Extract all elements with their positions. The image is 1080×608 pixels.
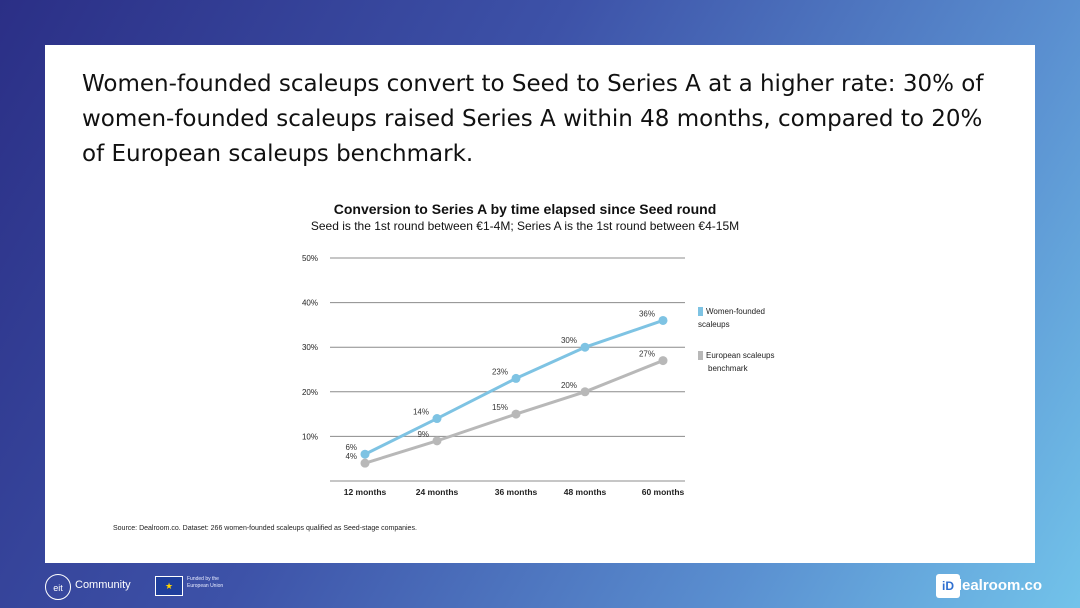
eit-logo-icon: eit: [45, 574, 71, 600]
women-founded-data-point: [658, 315, 668, 325]
women-founded-data-point: [511, 373, 521, 383]
benchmark-data-point: [360, 458, 370, 468]
x-tick-label: 60 months: [642, 487, 685, 497]
benchmark-data-label: 20%: [561, 381, 577, 390]
slide-headline: Women-founded scaleups convert to Seed t…: [82, 71, 984, 167]
chart-title: Conversion to Series A by time elapsed s…: [333, 201, 717, 217]
women-founded-series-line: [363, 318, 665, 456]
women-founded-data-point: [432, 414, 442, 424]
y-tick-label: 50%: [302, 254, 318, 263]
line-chart: 10% 20% 30% 40% 50% 12 months 24 months 36 mont…: [302, 254, 775, 497]
women-founded-data-label: 30%: [561, 336, 577, 345]
eu-flag-icon: ★: [155, 576, 183, 596]
source-note: Source: Dealroom.co. Dataset: 266 women-…: [113, 525, 417, 532]
women-founded-data-point: [580, 342, 590, 352]
legend-label: European scaleups: [706, 351, 775, 360]
y-tick-label: 40%: [302, 299, 318, 308]
x-tick-label: 12 months: [344, 487, 387, 497]
benchmark-data-label: 27%: [639, 350, 655, 359]
benchmark-data-label: 4%: [345, 452, 357, 461]
y-tick-label: 30%: [302, 343, 318, 352]
legend-label: benchmark: [708, 364, 749, 373]
legend-swatch: [698, 307, 703, 316]
women-founded-data-label: 23%: [492, 367, 508, 376]
dealroom-wordmark: dealroom.co: [952, 577, 1042, 594]
benchmark-data-point: [432, 436, 442, 446]
women-founded-data-label: 36%: [639, 309, 655, 318]
x-tick-label: 48 months: [564, 487, 607, 497]
women-founded-data-point: [360, 449, 370, 459]
benchmark-data-point: [658, 356, 668, 366]
chart-subtitle: Seed is the 1st round between €1-4M; Ser…: [310, 219, 740, 233]
benchmark-data-label: 15%: [492, 403, 508, 412]
dealroom-logo-icon: iD: [936, 574, 960, 598]
women-founded-data-label: 14%: [413, 408, 429, 417]
eu-funding-label: Funded by the European Union: [187, 576, 224, 589]
y-tick-label: 10%: [302, 432, 318, 441]
eit-community-label: Community: [75, 579, 131, 591]
benchmark-data-point: [580, 387, 590, 397]
x-tick-label: 24 months: [416, 487, 459, 497]
benchmark-data-label: 9%: [417, 430, 429, 439]
slide-card: Women-founded scaleups convert to Seed t…: [45, 45, 1035, 563]
legend-swatch: [698, 351, 703, 360]
legend-label: scaleups: [698, 320, 730, 329]
women-founded-data-label: 6%: [345, 443, 357, 452]
x-tick-label: 36 months: [495, 487, 538, 497]
y-tick-label: 20%: [302, 388, 318, 397]
benchmark-data-point: [511, 409, 521, 419]
legend-label: Women-founded: [706, 307, 765, 316]
